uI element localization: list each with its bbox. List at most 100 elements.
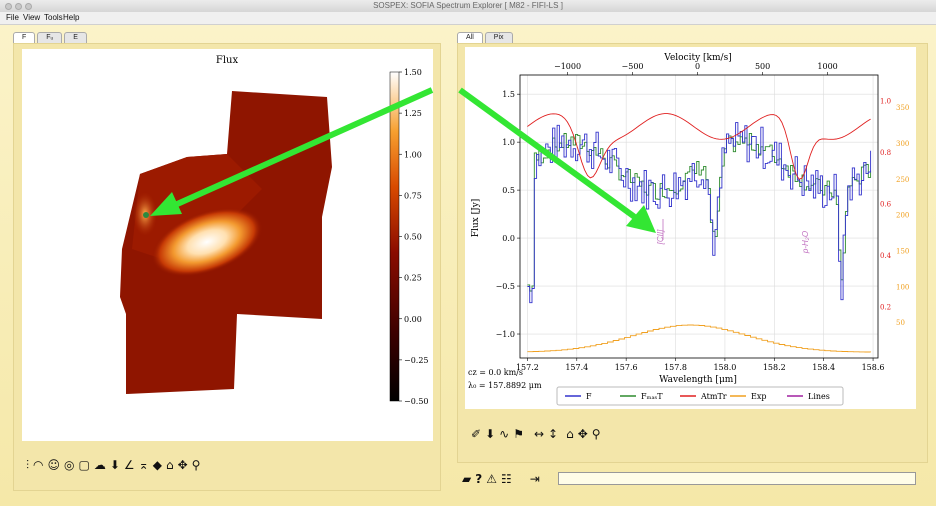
spiral-icon[interactable]: ◎ (64, 458, 75, 472)
right-orange-tick-label: 300 (896, 140, 909, 148)
colorbar-tick-label: 0.25 (404, 274, 422, 283)
x-tick-label: 157.2 (516, 363, 539, 372)
series-fmast (527, 132, 872, 292)
top-tick-label: 0 (695, 62, 700, 71)
legend-label: FₘₐₛT (641, 392, 663, 401)
colorbar-ticks: 1.50 1.25 1.00 0.75 0.50 0.25 0.00 −0.25 −0.50 (399, 68, 429, 406)
spectrum-grid (520, 75, 878, 358)
command-input[interactable] (558, 472, 916, 485)
right-red-tick-label: 1.0 (880, 98, 891, 106)
face-icon[interactable]: ☺ (47, 458, 61, 472)
pencil-icon[interactable]: ✐ (471, 427, 482, 441)
slice-icon[interactable]: ∠ (123, 458, 135, 472)
y-tick-label: 1.0 (502, 138, 515, 147)
move-icon[interactable]: ✥ (577, 427, 588, 441)
wavelength-axis-label: Wavelength [μm] (659, 375, 737, 385)
menu-help[interactable]: Help (63, 13, 80, 22)
image-canvas[interactable]: Flux 1.50 1.25 1.00 0.75 0.50 0.25 0.00 −0.25 −0… (22, 49, 433, 441)
vresize-icon[interactable]: ↕ (548, 427, 559, 441)
x-tick-label: 157.6 (615, 363, 638, 372)
right-orange-tick-label: 350 (896, 104, 909, 112)
crop-icon[interactable]: ⌅ (138, 458, 149, 472)
right-orange-tick-label: 200 (896, 212, 909, 220)
colorbar-tick-label: 0.50 (404, 233, 422, 242)
note-icon[interactable]: ▢ (78, 458, 90, 472)
eraser-icon[interactable]: ◆ (152, 458, 162, 472)
galaxy-core (151, 207, 263, 277)
colorbar-tick-label: 1.50 (404, 68, 422, 77)
right-orange-tick-label: 250 (896, 176, 909, 184)
menu-tools[interactable]: Tools (44, 13, 63, 22)
velocity-axis-label: Velocity [km/s] (663, 53, 731, 63)
mask-icon[interactable]: ☷ (500, 472, 512, 486)
colorbar-tick-label: −0.25 (404, 356, 429, 365)
flux-image-svg[interactable]: Flux 1.50 1.25 1.00 0.75 0.50 0.25 0.00 −0.25 −0… (22, 49, 433, 441)
bottom-toolbar: ▰ ? ⚠ ☷ ⇥ (462, 472, 544, 486)
top-tick-label: 1000 (817, 62, 837, 71)
zoom-icon[interactable]: ⚲ (191, 458, 201, 472)
y-tick-label: −1.0 (496, 330, 515, 339)
x-tick-label: 158.6 (862, 363, 885, 372)
image-title: Flux (216, 55, 239, 66)
download-icon[interactable]: ⬇ (485, 427, 496, 441)
y-tick-label: 1.5 (502, 90, 515, 99)
home-icon[interactable]: ⌂ (566, 427, 574, 441)
right-red-tick-label: 0.4 (880, 252, 892, 260)
help-icon[interactable]: ? (475, 472, 483, 486)
colorbar-tick-label: 0.75 (404, 191, 422, 200)
series-flux (527, 122, 872, 304)
download-icon[interactable]: ⬇ (109, 458, 120, 472)
x-tick-label: 157.4 (565, 363, 588, 372)
minimize-window-button[interactable] (15, 3, 22, 10)
top-tick-label: −1000 (554, 62, 581, 71)
legend-label: Lines (808, 392, 830, 401)
spectrum-canvas[interactable]: Velocity [km/s] Flux [Jy] Wavelength [μm… (465, 47, 916, 409)
right-orange-tick-label: 50 (896, 319, 905, 327)
line-label-cii: [CII] (656, 229, 665, 245)
spectrum-svg[interactable]: Velocity [km/s] Flux [Jy] Wavelength [μm… (465, 47, 916, 409)
menu-bar: File View Tools Help (0, 12, 936, 25)
y-tick-label: −0.5 (496, 282, 515, 291)
legend-label: F (586, 392, 592, 401)
y-tick-label: 0.5 (502, 186, 515, 195)
legend-label: Exp (751, 392, 766, 401)
menu-view[interactable]: View (23, 13, 41, 22)
selected-pixel-marker[interactable] (143, 212, 149, 218)
right-red-tick-label: 0.2 (880, 304, 891, 312)
hresize-icon[interactable]: ↔ (533, 427, 545, 441)
colorbar-tick-label: 0.00 (404, 315, 422, 324)
colorbar-tick-label: −0.50 (404, 397, 429, 406)
spectrum-toolbar: ✐ ⬇ ∿ ⚑ ↔ ↕ ⌂ ✥ ⚲ (471, 427, 605, 441)
right-red-tick-label: 0.6 (880, 201, 892, 209)
fit-icon[interactable]: ∿ (499, 427, 510, 441)
x-tick-label: 158.4 (812, 363, 835, 372)
menu-file[interactable]: File (6, 13, 19, 22)
warning-icon[interactable]: ⚠ (486, 472, 497, 486)
line-label-ph2o: p-H₂O (801, 231, 810, 254)
right-orange-tick-label: 150 (896, 248, 909, 256)
exit-icon[interactable]: ⇥ (529, 472, 540, 486)
spectrum-tabs: All Pix (457, 32, 513, 44)
close-window-button[interactable] (5, 3, 12, 10)
series-exposure (527, 324, 872, 353)
levels-icon[interactable]: ⫶ (26, 458, 30, 472)
info-lambda: λ₀ = 157.8892 μm (468, 381, 542, 390)
fit-icon[interactable]: ◠ (33, 458, 44, 472)
zoom-icon[interactable]: ⚲ (591, 427, 601, 441)
move-icon[interactable]: ✥ (177, 458, 188, 472)
zoom-window-button[interactable] (25, 3, 32, 10)
info-cz: cz = 0.0 km/s (468, 368, 523, 377)
folder-icon[interactable]: ▰ (462, 472, 472, 486)
top-tick-label: −500 (622, 62, 644, 71)
top-tick-label: 500 (755, 62, 770, 71)
colorbar (389, 71, 400, 402)
window-title: SOSPEX: SOFIA Spectrum Explorer [ M82 - … (373, 1, 563, 10)
x-tick-label: 158.0 (713, 363, 736, 372)
flux-axis-label: Flux [Jy] (471, 199, 481, 238)
legend-label: AtmTr (700, 392, 727, 401)
home-icon[interactable]: ⌂ (165, 458, 174, 472)
cloud-icon[interactable]: ☁ (93, 458, 106, 472)
legend-entries: F FₘₐₛT AtmTr Exp Lines (565, 392, 830, 401)
flag-icon[interactable]: ⚑ (513, 427, 524, 441)
spectrum-legend (556, 386, 844, 406)
